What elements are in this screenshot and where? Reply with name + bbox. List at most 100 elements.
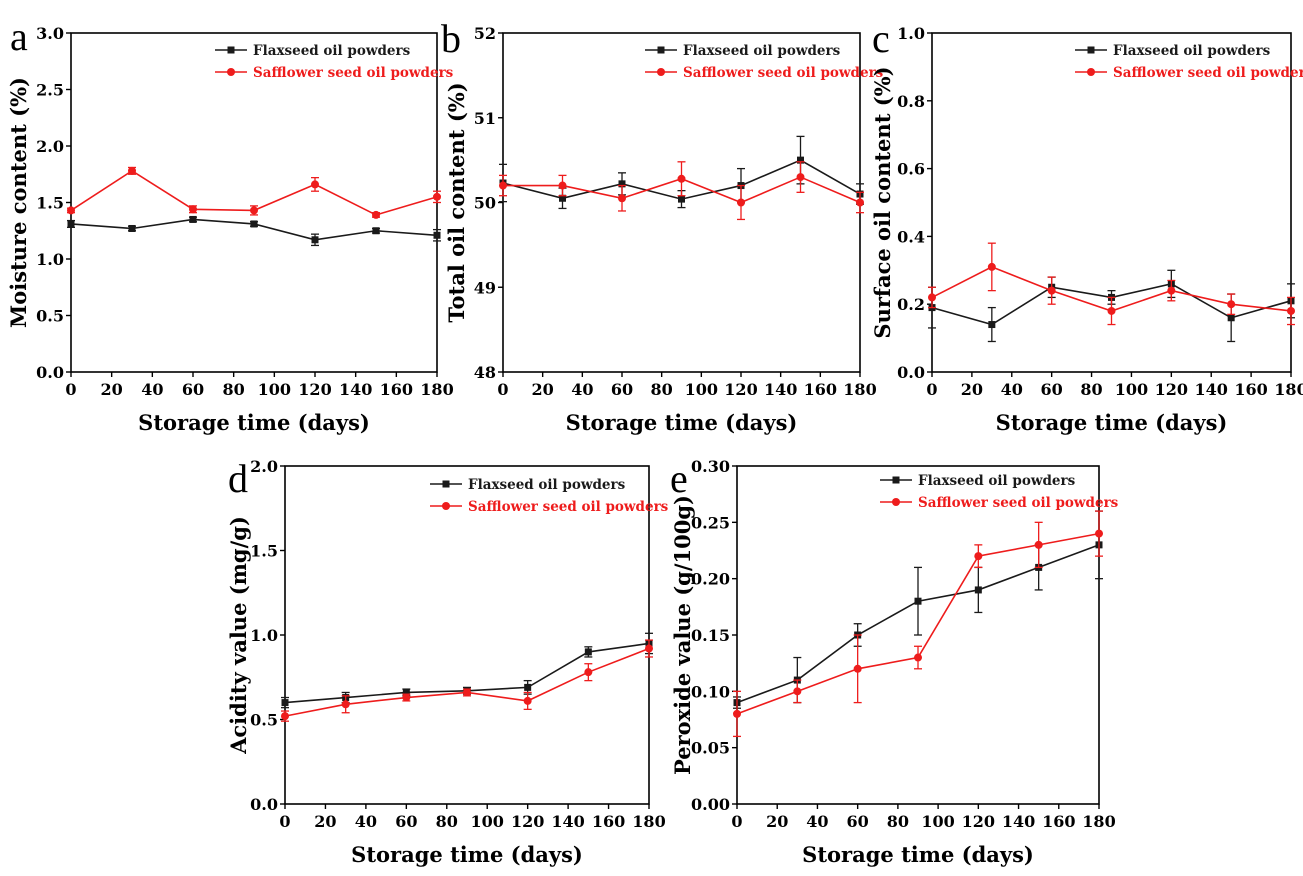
series-safflower bbox=[67, 166, 441, 219]
data-point bbox=[250, 220, 258, 228]
x-tick-label: 180 bbox=[843, 380, 876, 399]
x-tick-label: 80 bbox=[651, 380, 673, 399]
x-tick-label: 60 bbox=[182, 380, 204, 399]
data-point bbox=[1095, 529, 1103, 538]
series-flaxseed bbox=[281, 632, 653, 709]
series-flaxseed bbox=[67, 215, 441, 247]
legend-label: Safflower seed oil powders bbox=[683, 65, 884, 81]
plot-frame bbox=[931, 32, 1292, 373]
y-tick-label: 1.0 bbox=[250, 626, 278, 645]
x-tick-label: 160 bbox=[804, 380, 837, 399]
x-tick-label: 0 bbox=[497, 380, 508, 399]
x-tick-label: 140 bbox=[551, 812, 584, 831]
y-tick-label: 0.00 bbox=[691, 795, 730, 814]
x-tick-label: 180 bbox=[420, 380, 453, 399]
x-tick-label: 120 bbox=[298, 380, 331, 399]
y-tick-label: 2.0 bbox=[250, 457, 278, 476]
y-tick-label: 0.8 bbox=[897, 92, 925, 111]
x-tick-label: 100 bbox=[1115, 380, 1148, 399]
panel-letter: c bbox=[872, 16, 890, 61]
y-tick-label: 48 bbox=[474, 363, 496, 382]
panel-a: a 0 20 40 60 80 100 120 140 160 180 0.0 0.5 1.0 1.5 2.0… bbox=[6, 14, 454, 435]
plot-frame bbox=[70, 32, 438, 373]
data-point bbox=[618, 194, 626, 203]
y-tick-label: 0.0 bbox=[897, 363, 925, 382]
x-tick-label: 120 bbox=[962, 812, 995, 831]
data-point bbox=[433, 192, 441, 201]
x-tick-label: 80 bbox=[1080, 380, 1102, 399]
data-point bbox=[1167, 286, 1176, 295]
y-axis-title: Peroxide value (g/100g) bbox=[670, 495, 695, 775]
x-tick-label: 180 bbox=[632, 812, 665, 831]
y-tick-label: 49 bbox=[474, 278, 496, 297]
panel-letter: b bbox=[441, 16, 461, 61]
data-point bbox=[797, 156, 804, 164]
x-tick-label: 160 bbox=[1042, 812, 1075, 831]
y-tick-label: 2.5 bbox=[36, 81, 64, 100]
data-point bbox=[584, 668, 593, 677]
legend-marker bbox=[1087, 68, 1095, 76]
y-axis-title: Surface oil content (%) bbox=[870, 66, 895, 338]
x-tick-label: 60 bbox=[1041, 380, 1063, 399]
legend-label: Flaxseed oil powders bbox=[683, 43, 841, 59]
data-point bbox=[281, 712, 289, 721]
data-point bbox=[67, 206, 75, 215]
series-safflower bbox=[928, 242, 1295, 326]
x-tick-label: 180 bbox=[1082, 812, 1115, 831]
x-axis-title: Storage time (days) bbox=[138, 410, 370, 435]
x-tick-label: 40 bbox=[355, 812, 377, 831]
y-tick-label: 1.5 bbox=[250, 542, 278, 561]
data-point bbox=[737, 198, 745, 207]
x-axis-title: Storage time (days) bbox=[351, 842, 583, 867]
x-tick-label: 20 bbox=[314, 812, 336, 831]
x-tick-label: 100 bbox=[471, 812, 504, 831]
legend-marker bbox=[227, 68, 235, 76]
x-tick-label: 160 bbox=[592, 812, 625, 831]
x-tick-label: 40 bbox=[806, 812, 828, 831]
data-point bbox=[523, 696, 532, 705]
y-tick-label: 52 bbox=[474, 24, 496, 43]
x-tick-label: 120 bbox=[511, 812, 544, 831]
panel-c: c 0 20 40 60 80 100 120 140 160 180 0.0 0.2 0.4 0.6 0.8… bbox=[870, 16, 1303, 435]
legend-label: Safflower seed oil powders bbox=[468, 499, 669, 515]
legend-marker bbox=[892, 498, 900, 506]
x-tick-label: 120 bbox=[1155, 380, 1188, 399]
x-tick-label: 0 bbox=[65, 380, 76, 399]
data-point bbox=[1107, 306, 1116, 315]
x-tick-label: 40 bbox=[141, 380, 163, 399]
y-tick-label: 0.6 bbox=[897, 160, 925, 179]
data-point bbox=[1227, 314, 1235, 322]
data-point bbox=[341, 700, 350, 709]
x-tick-label: 80 bbox=[887, 812, 909, 831]
y-tick-label: 1.5 bbox=[36, 194, 64, 213]
data-point bbox=[67, 220, 75, 228]
legend: Flaxseed oil powders Safflower seed oil p… bbox=[1075, 43, 1303, 81]
series-safflower bbox=[281, 639, 653, 722]
data-point bbox=[733, 709, 741, 718]
y-tick-label: 1.0 bbox=[897, 24, 925, 43]
legend-label: Flaxseed oil powders bbox=[1113, 43, 1271, 59]
y-tick-label: 0.2 bbox=[897, 295, 925, 314]
series-line bbox=[284, 647, 650, 717]
data-point bbox=[311, 180, 319, 189]
y-tick-label: 51 bbox=[474, 109, 496, 128]
legend-label: Safflower seed oil powders bbox=[1113, 65, 1303, 81]
data-point bbox=[914, 653, 922, 662]
legend-marker bbox=[657, 46, 665, 54]
y-tick-label: 0.5 bbox=[250, 711, 278, 730]
legend-marker bbox=[1087, 46, 1095, 54]
panel-b: b 0 20 40 60 80 100 120 140 160 180 48 49 50 51 52 Stora… bbox=[441, 16, 884, 435]
panel-e: e 0 20 40 60 80 100 120 140 160 180 0.00 0.05 0.10 0.1… bbox=[670, 456, 1119, 867]
series-flaxseed bbox=[733, 510, 1103, 709]
data-point bbox=[128, 166, 136, 175]
plot-frame bbox=[284, 465, 650, 805]
data-point bbox=[987, 262, 996, 271]
data-point bbox=[1287, 306, 1295, 315]
x-axis-title: Storage time (days) bbox=[802, 842, 1034, 867]
y-tick-label: 3.0 bbox=[36, 24, 64, 43]
legend-label: Flaxseed oil powders bbox=[253, 43, 411, 59]
y-tick-label: 0.15 bbox=[691, 626, 730, 645]
data-point bbox=[402, 693, 411, 702]
data-point bbox=[372, 227, 380, 235]
